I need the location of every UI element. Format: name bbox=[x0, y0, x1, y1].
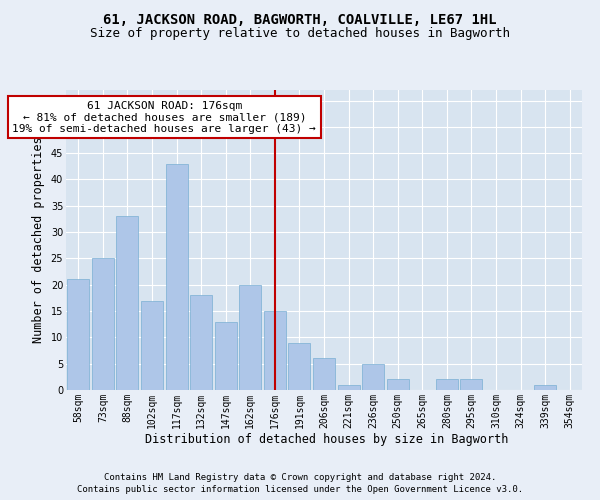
Bar bbox=[215, 322, 237, 390]
Bar bbox=[67, 280, 89, 390]
Bar bbox=[92, 258, 114, 390]
Bar bbox=[116, 216, 139, 390]
Text: Size of property relative to detached houses in Bagworth: Size of property relative to detached ho… bbox=[90, 28, 510, 40]
Bar bbox=[386, 380, 409, 390]
Bar bbox=[362, 364, 384, 390]
Text: Distribution of detached houses by size in Bagworth: Distribution of detached houses by size … bbox=[145, 432, 509, 446]
Bar bbox=[436, 380, 458, 390]
Bar bbox=[264, 311, 286, 390]
Bar bbox=[289, 342, 310, 390]
Text: 61, JACKSON ROAD, BAGWORTH, COALVILLE, LE67 1HL: 61, JACKSON ROAD, BAGWORTH, COALVILLE, L… bbox=[103, 12, 497, 26]
Bar bbox=[166, 164, 188, 390]
Text: Contains HM Land Registry data © Crown copyright and database right 2024.: Contains HM Land Registry data © Crown c… bbox=[104, 472, 496, 482]
Bar bbox=[338, 384, 359, 390]
Y-axis label: Number of detached properties: Number of detached properties bbox=[32, 136, 45, 344]
Bar bbox=[190, 296, 212, 390]
Text: 61 JACKSON ROAD: 176sqm
← 81% of detached houses are smaller (189)
19% of semi-d: 61 JACKSON ROAD: 176sqm ← 81% of detache… bbox=[13, 100, 316, 134]
Text: Contains public sector information licensed under the Open Government Licence v3: Contains public sector information licen… bbox=[77, 485, 523, 494]
Bar bbox=[534, 384, 556, 390]
Bar bbox=[141, 300, 163, 390]
Bar bbox=[239, 284, 262, 390]
Bar bbox=[313, 358, 335, 390]
Bar bbox=[460, 380, 482, 390]
